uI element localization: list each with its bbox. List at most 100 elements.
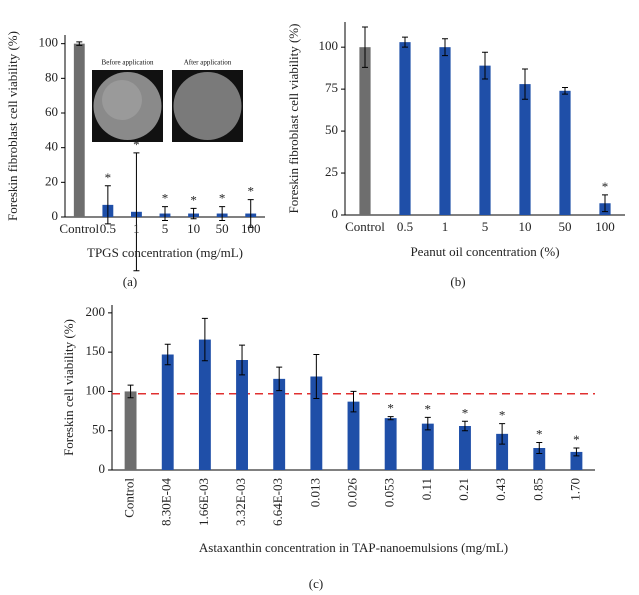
x-tick-label: 0.026 [344,478,359,508]
x-tick-label: 100 [241,221,261,236]
bar [384,418,397,470]
bar [421,423,434,470]
y-tick-label: 150 [86,343,106,358]
error-bar [536,442,543,454]
bar [559,90,571,215]
bar [310,376,323,470]
significance-mark: * [602,179,609,194]
y-tick-label: 0 [99,461,106,476]
x-tick-label: Control [59,221,99,236]
significance-mark: * [105,170,112,185]
significance-mark: * [190,192,197,207]
y-tick-label: 60 [45,104,58,119]
error-bar [350,390,357,413]
x-axis-label: TPGS concentration (mg/mL) [87,245,243,260]
y-tick-label: 200 [86,304,106,319]
significance-mark: * [133,137,140,152]
y-tick-label: 50 [92,422,105,437]
x-tick-label: 5 [482,219,489,234]
bar [359,47,371,215]
y-axis-label: Foreskin fibroblast cell viability (%) [5,31,20,221]
significance-mark: * [573,432,580,447]
significance-mark: * [219,191,226,206]
significance-mark: * [162,191,169,206]
error-bar [499,423,506,445]
x-tick-label: Control [122,478,137,518]
error-bar [387,416,394,421]
x-tick-label: 100 [595,219,615,234]
error-bar [162,206,168,221]
error-bar [313,354,320,399]
bar [347,401,360,470]
y-tick-label: 25 [325,164,338,179]
significance-mark: * [462,405,469,420]
y-tick-label: 50 [325,122,338,137]
x-tick-label: 0.21 [456,478,471,501]
x-tick-label: 50 [559,219,572,234]
bar [496,433,509,470]
bar [533,448,546,470]
x-tick-label: 1 [133,221,140,236]
y-tick-label: 100 [86,382,106,397]
x-tick-label: 0.5 [100,221,116,236]
x-tick-label: 0.85 [530,478,545,501]
x-tick-label: 50 [216,221,229,236]
error-bar [219,206,226,221]
error-bar [461,420,468,432]
panel-label: (c) [309,576,323,591]
bar [236,360,248,470]
panel-label: (b) [450,274,465,289]
significance-mark: * [499,408,506,423]
y-tick-label: 20 [45,173,58,188]
y-tick-label: 75 [325,80,338,95]
error-bar [276,366,283,392]
error-bar [482,51,488,80]
inset-label: After application [184,59,232,67]
x-tick-label: 0.013 [307,478,322,507]
x-tick-label: 10 [519,219,532,234]
y-tick-label: 0 [52,208,59,223]
panel-label: (a) [123,274,137,289]
x-tick-label: 3.32E-03 [233,478,248,526]
y-axis-label: Foreskin cell viability (%) [61,319,76,456]
bar [519,84,531,216]
bar [73,43,85,217]
inset-after-dish [173,72,242,140]
error-bar [239,344,246,376]
error-bar [442,38,448,57]
error-bar [133,152,140,272]
x-tick-label: 1 [442,219,449,234]
error-bar [104,185,111,225]
bar [459,426,471,470]
bar [570,451,583,470]
bar [124,391,137,470]
x-tick-label: 1.70 [567,478,582,501]
y-tick-label: 80 [45,69,58,84]
bar [161,354,174,470]
x-tick-label: 0.5 [397,219,413,234]
inset-before-texture [102,80,142,120]
error-bar [201,317,208,362]
x-tick-label: 10 [187,221,200,236]
error-bar [562,86,568,95]
x-axis-label: Astaxanthin concentration in TAP-nanoemu… [199,540,508,555]
significance-mark: * [247,184,254,199]
significance-mark: * [536,426,543,441]
x-tick-label: 6.64E-03 [270,478,285,526]
bar [198,339,211,470]
bar [399,42,411,215]
error-bar [164,343,171,366]
error-bar [602,194,608,213]
error-bar [76,41,83,46]
x-tick-label: Control [345,219,385,234]
x-tick-label: 0.053 [382,478,397,507]
y-axis-label: Foreskin fibroblast cell viability (%) [286,24,301,214]
x-tick-label: 0.11 [419,478,434,500]
x-axis-label: Peanut oil concentration (%) [410,244,559,259]
x-tick-label: 5 [162,221,169,236]
x-tick-label: 0.43 [493,478,508,501]
y-tick-label: 40 [45,139,58,154]
y-tick-label: 100 [39,35,59,50]
bar [439,47,451,215]
